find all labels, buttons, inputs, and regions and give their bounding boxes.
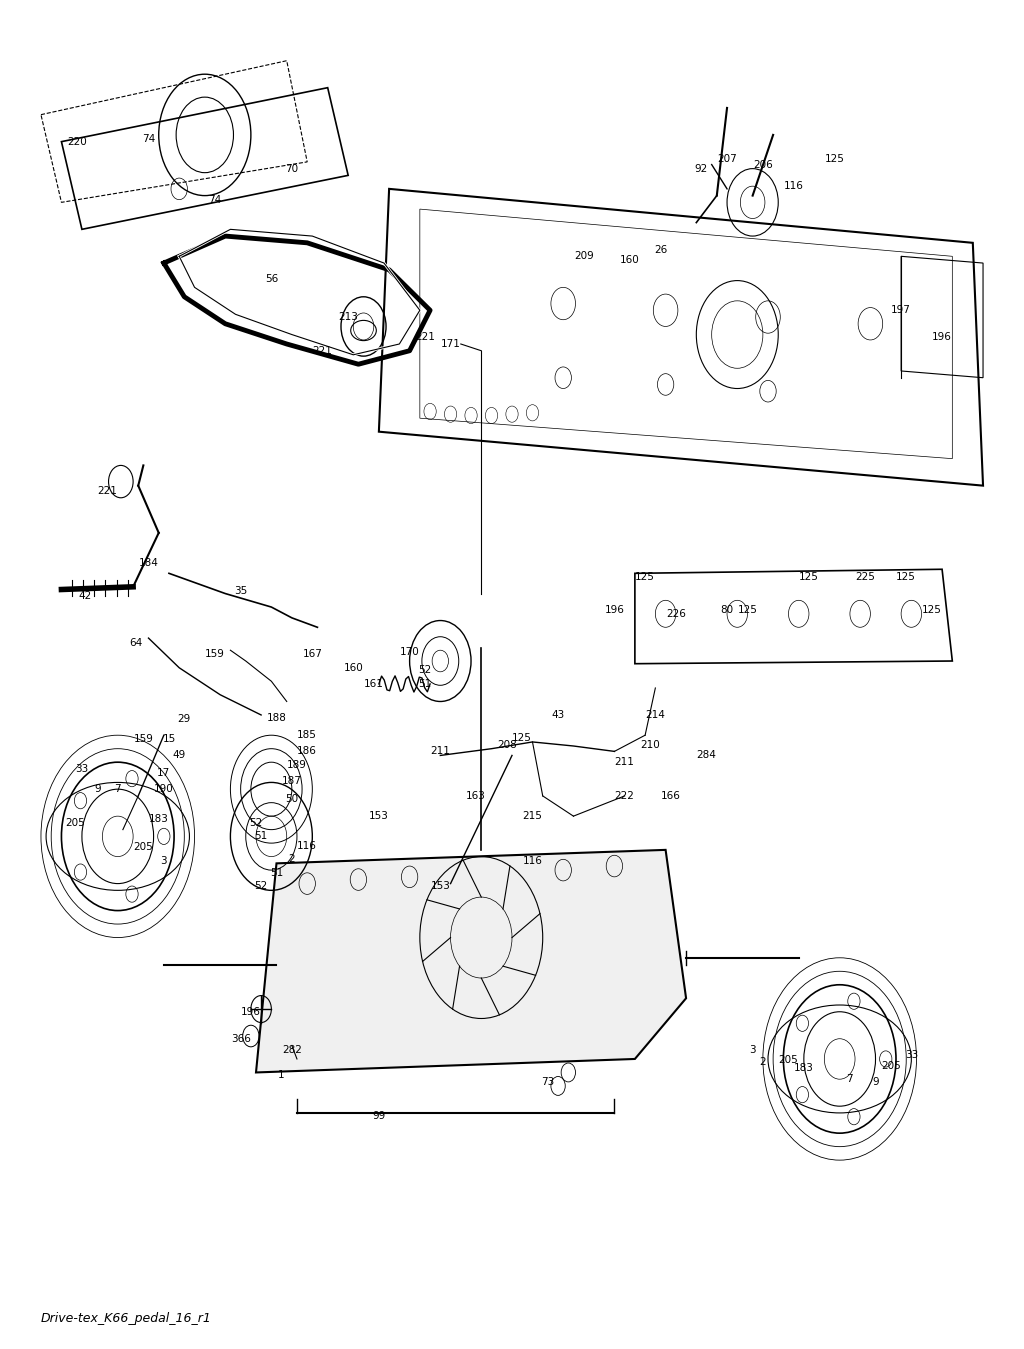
Text: 226: 226 xyxy=(666,608,686,619)
Text: 74: 74 xyxy=(209,194,221,205)
Text: 7: 7 xyxy=(847,1074,853,1085)
Text: 64: 64 xyxy=(130,638,142,649)
Text: 52: 52 xyxy=(250,817,262,828)
Text: 205: 205 xyxy=(65,817,85,828)
Text: 51: 51 xyxy=(270,867,283,878)
Text: 221: 221 xyxy=(97,486,118,496)
Text: 2: 2 xyxy=(289,854,295,865)
Text: 42: 42 xyxy=(79,591,91,602)
Text: 92: 92 xyxy=(695,163,708,174)
Text: 125: 125 xyxy=(635,572,655,583)
Text: Drive-tex_K66_pedal_16_r1: Drive-tex_K66_pedal_16_r1 xyxy=(41,1311,212,1325)
Text: 125: 125 xyxy=(896,572,916,583)
Text: 167: 167 xyxy=(302,649,323,660)
Text: 221: 221 xyxy=(312,345,333,356)
Text: 74: 74 xyxy=(142,134,155,144)
Text: 197: 197 xyxy=(891,305,911,316)
Polygon shape xyxy=(256,850,686,1072)
Text: 7: 7 xyxy=(115,784,121,795)
Text: 189: 189 xyxy=(287,759,307,770)
Text: 159: 159 xyxy=(133,734,154,745)
Text: 206: 206 xyxy=(753,159,773,170)
Text: 51: 51 xyxy=(255,831,267,842)
Text: 33: 33 xyxy=(905,1050,918,1060)
Text: 153: 153 xyxy=(369,811,389,822)
Text: 163: 163 xyxy=(466,791,486,801)
Text: 207: 207 xyxy=(717,154,737,165)
Text: 160: 160 xyxy=(620,255,640,266)
Text: 15: 15 xyxy=(163,734,175,745)
Text: 125: 125 xyxy=(512,733,532,743)
Text: 50: 50 xyxy=(286,793,298,804)
Text: 220: 220 xyxy=(67,136,87,147)
Text: 52: 52 xyxy=(419,665,431,676)
Text: 183: 183 xyxy=(794,1063,814,1074)
Text: 49: 49 xyxy=(173,750,185,761)
Text: 211: 211 xyxy=(614,757,635,768)
Text: 3: 3 xyxy=(750,1044,756,1055)
Text: 282: 282 xyxy=(282,1044,302,1055)
Text: 208: 208 xyxy=(497,739,517,750)
Text: 9: 9 xyxy=(94,784,100,795)
Text: 26: 26 xyxy=(654,244,667,255)
Text: 196: 196 xyxy=(241,1006,261,1017)
Text: 125: 125 xyxy=(922,604,942,615)
Text: 35: 35 xyxy=(234,585,247,596)
Text: 80: 80 xyxy=(721,604,733,615)
Text: 209: 209 xyxy=(573,251,594,262)
Text: 205: 205 xyxy=(133,842,154,853)
Text: 116: 116 xyxy=(522,855,543,866)
Text: 188: 188 xyxy=(266,712,287,723)
Text: 170: 170 xyxy=(399,646,420,657)
Text: 196: 196 xyxy=(604,604,625,615)
Text: 187: 187 xyxy=(282,776,302,786)
Text: 51: 51 xyxy=(419,679,431,689)
Text: 43: 43 xyxy=(552,710,564,720)
Text: 17: 17 xyxy=(158,768,170,778)
Text: 52: 52 xyxy=(255,881,267,892)
Text: 190: 190 xyxy=(154,784,174,795)
Text: 3: 3 xyxy=(161,855,167,866)
Text: 284: 284 xyxy=(696,750,717,761)
Text: 205: 205 xyxy=(881,1060,901,1071)
Text: 160: 160 xyxy=(343,662,364,673)
Text: 183: 183 xyxy=(148,813,169,824)
Text: 125: 125 xyxy=(824,154,845,165)
Text: 211: 211 xyxy=(430,746,451,757)
Text: 166: 166 xyxy=(660,791,681,801)
Text: 116: 116 xyxy=(783,181,804,192)
Text: 196: 196 xyxy=(932,332,952,343)
Text: 116: 116 xyxy=(297,840,317,851)
Text: 159: 159 xyxy=(205,649,225,660)
Text: 9: 9 xyxy=(872,1077,879,1087)
Text: 161: 161 xyxy=(364,679,384,689)
Text: 185: 185 xyxy=(297,730,317,741)
Text: 70: 70 xyxy=(286,163,298,174)
Text: 33: 33 xyxy=(76,764,88,774)
Text: 29: 29 xyxy=(178,714,190,724)
Text: 2: 2 xyxy=(760,1056,766,1067)
Text: 153: 153 xyxy=(430,881,451,892)
Text: 214: 214 xyxy=(645,710,666,720)
Text: 210: 210 xyxy=(640,739,660,750)
Text: 73: 73 xyxy=(542,1077,554,1087)
Text: 125: 125 xyxy=(737,604,758,615)
Text: 221: 221 xyxy=(415,332,435,343)
Text: 186: 186 xyxy=(297,746,317,757)
Text: 222: 222 xyxy=(614,791,635,801)
Text: 99: 99 xyxy=(373,1110,385,1121)
Text: 184: 184 xyxy=(138,557,159,568)
Text: 225: 225 xyxy=(855,572,876,583)
Text: 215: 215 xyxy=(522,811,543,822)
Text: 56: 56 xyxy=(265,274,278,285)
Text: 171: 171 xyxy=(440,339,461,349)
Text: 213: 213 xyxy=(338,312,358,322)
Text: 366: 366 xyxy=(230,1033,251,1044)
Text: 205: 205 xyxy=(778,1055,799,1066)
Text: 125: 125 xyxy=(799,572,819,583)
Text: 1: 1 xyxy=(279,1070,285,1081)
